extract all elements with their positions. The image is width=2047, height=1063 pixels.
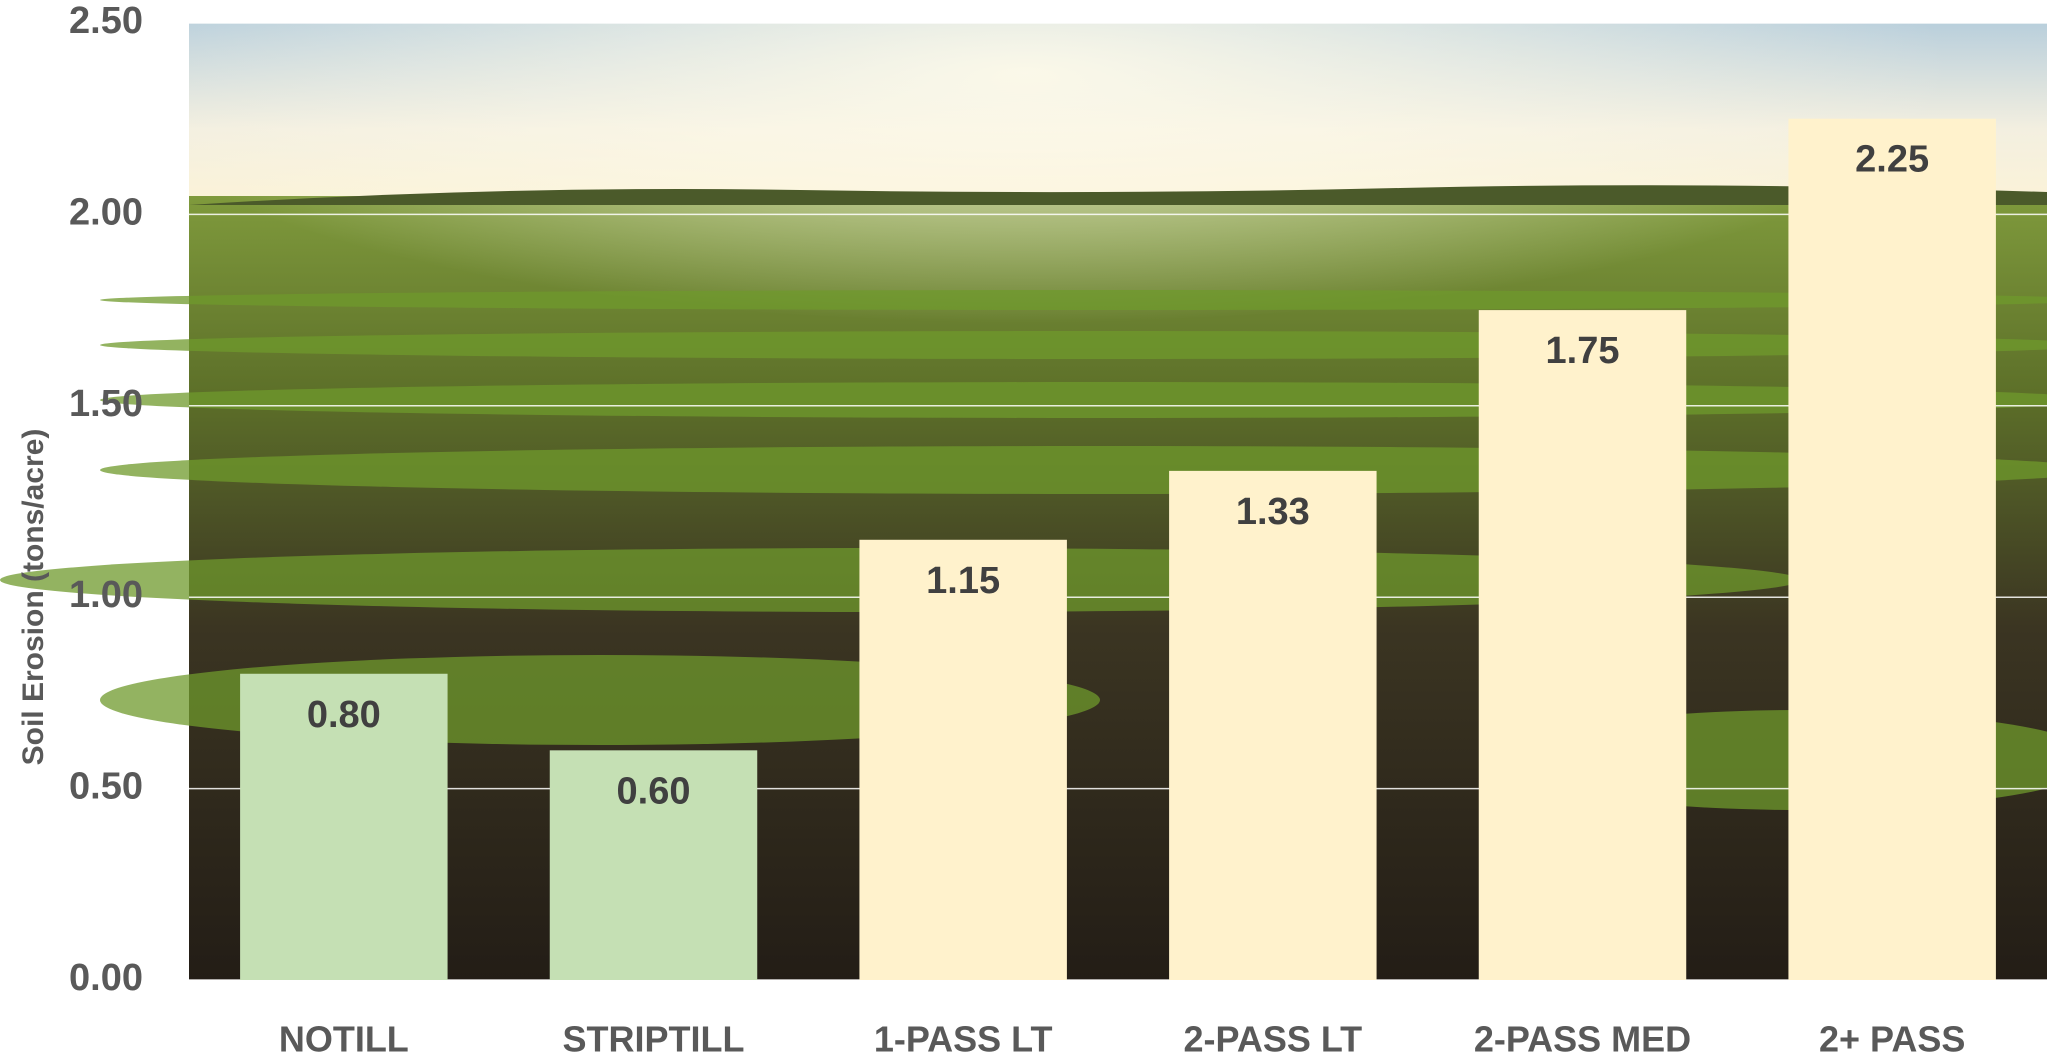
x-tick-label: 1-PASS LT <box>874 1019 1053 1060</box>
x-tick-label: NOTILL <box>279 1019 409 1060</box>
bar <box>240 673 448 980</box>
y-tick-label: 2.50 <box>69 0 143 42</box>
value-label: 2.25 <box>1855 139 1929 181</box>
value-label: 0.60 <box>617 770 691 812</box>
x-tick-label: 2-PASS LT <box>1183 1019 1362 1060</box>
value-label: 1.75 <box>1546 330 1620 372</box>
x-tick-label: 2-PASS MED <box>1474 1019 1691 1060</box>
bar <box>1788 118 1996 980</box>
value-label: 1.15 <box>926 560 1000 602</box>
y-tick-label: 1.50 <box>69 383 143 425</box>
y-tick-label: 0.50 <box>69 766 143 808</box>
bar <box>1169 470 1377 980</box>
x-tick-label: 2+ PASS <box>1819 1019 1965 1060</box>
y-axis-title: Soil Erosion (tons/acre) <box>17 429 50 766</box>
y-tick-label: 1.00 <box>69 574 143 616</box>
value-label: 1.33 <box>1236 491 1310 533</box>
bar <box>1478 310 1687 981</box>
x-tick-label: STRIPTILL <box>563 1019 745 1060</box>
bar <box>549 750 758 980</box>
y-tick-label: 2.00 <box>69 191 143 233</box>
bar <box>859 539 1067 980</box>
y-tick-label: 0.00 <box>69 957 143 999</box>
value-label: 0.80 <box>307 694 381 736</box>
